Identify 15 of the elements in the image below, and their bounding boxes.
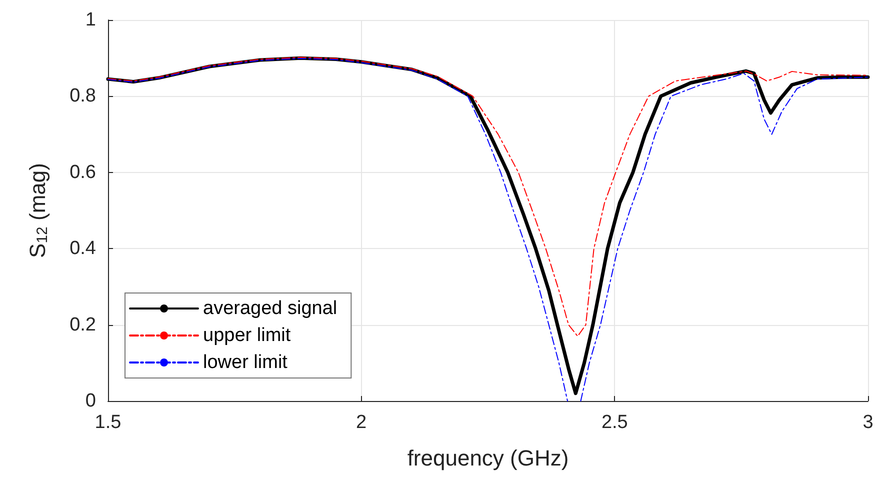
x-tick-label: 1.5 bbox=[94, 412, 122, 433]
y-tick-label: 1 bbox=[85, 10, 96, 30]
legend-label: averaged signal bbox=[203, 298, 338, 319]
legend-label: upper limit bbox=[203, 325, 292, 346]
y-tick-label: 0.2 bbox=[70, 314, 96, 336]
y-tick-label: 0.6 bbox=[70, 162, 96, 183]
x-tick-label: 3 bbox=[862, 412, 874, 433]
x-axis-title: frequency (GHz) bbox=[407, 446, 569, 470]
y-tick-label: 0.4 bbox=[70, 238, 96, 260]
x-tick-label: 2 bbox=[356, 412, 367, 433]
x-tick-label: 2.5 bbox=[601, 412, 628, 433]
y-axis-title: S12 (mag) bbox=[25, 163, 51, 258]
y-tick-label: 0.8 bbox=[70, 86, 96, 107]
legend-label: lower limit bbox=[203, 352, 288, 373]
y-tick-label: 0 bbox=[85, 390, 96, 412]
